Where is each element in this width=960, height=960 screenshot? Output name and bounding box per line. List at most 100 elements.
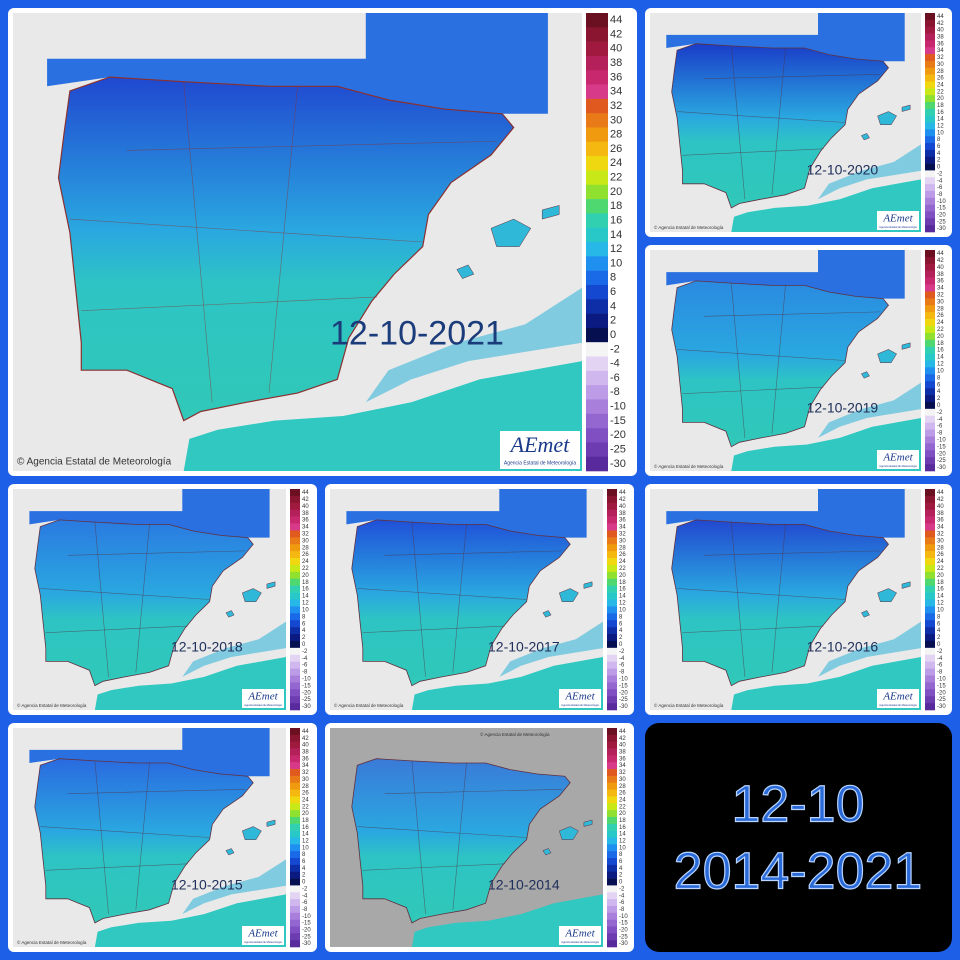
legend-label: 34	[619, 525, 626, 531]
mediterranean-band	[499, 621, 603, 677]
legend-swatch	[925, 67, 935, 75]
logo: AEmet	[882, 213, 913, 225]
legend-swatch	[925, 95, 935, 103]
legend-swatch	[925, 26, 935, 34]
island	[542, 610, 552, 618]
legend-label: 14	[302, 594, 309, 600]
legend-swatch	[607, 606, 617, 614]
legend-label: 30	[937, 538, 944, 544]
legend-swatch	[925, 585, 935, 593]
island	[456, 264, 475, 279]
legend-swatch	[290, 592, 300, 600]
legend-swatch	[925, 443, 935, 451]
legend-label: -20	[302, 927, 311, 933]
legend-swatch	[290, 830, 300, 838]
legend-label: 12	[937, 601, 944, 607]
logo: AEmet	[247, 928, 278, 940]
legend-swatch	[925, 640, 935, 649]
legend-label: -20	[302, 690, 311, 696]
legend-swatch	[925, 388, 935, 396]
bay-of-biscay	[29, 728, 270, 777]
legend-swatch	[586, 98, 608, 114]
legend-label: 30	[302, 777, 309, 783]
legend-label: -30	[937, 226, 946, 232]
legend-label: -20	[610, 429, 626, 441]
legend-swatch	[586, 299, 608, 314]
legend-swatch	[607, 871, 617, 879]
legend-label: 32	[610, 100, 622, 112]
legend-label: 28	[937, 306, 944, 312]
legend-swatch	[925, 353, 935, 361]
island	[558, 588, 579, 602]
legend-swatch	[925, 108, 935, 116]
province-line	[682, 148, 824, 156]
legend-swatch	[290, 912, 300, 920]
legend-label: 40	[302, 504, 309, 510]
legend-swatch	[925, 634, 935, 642]
legend-swatch	[607, 689, 617, 697]
province-line	[362, 863, 505, 871]
legend-label: 38	[937, 511, 944, 517]
legend-swatch	[925, 564, 935, 573]
island	[877, 349, 897, 363]
logo-box	[877, 211, 919, 230]
logo-subtitle: Agencia Estatal de Meteorología	[879, 703, 917, 707]
legend-label: -30	[302, 704, 311, 710]
legend-label: 22	[619, 566, 626, 572]
legend-label: 18	[302, 580, 309, 586]
legend-label: 28	[302, 545, 309, 551]
legend-swatch	[290, 703, 300, 711]
legend-label: 26	[619, 552, 626, 558]
legend-swatch	[925, 703, 935, 711]
mediterranean-band	[182, 621, 286, 677]
logo: AEmet	[247, 691, 278, 703]
legend-label: 42	[619, 736, 626, 742]
legend-label: 4	[619, 628, 623, 634]
legend-swatch	[290, 864, 300, 873]
legend-label: 16	[610, 214, 622, 226]
map-panel: 4442403836343230282624222018161412108642…	[645, 8, 952, 237]
legend-swatch	[925, 88, 935, 96]
legend-label: 40	[937, 28, 944, 34]
legend-label: -8	[302, 670, 308, 676]
legend-label: 40	[619, 504, 626, 510]
legend-swatch	[925, 325, 935, 334]
legend-label: 4	[937, 151, 941, 157]
legend-label: -25	[619, 934, 628, 940]
credit: © Agencia Estatal de Meteorología	[17, 939, 87, 945]
legend-label: 42	[937, 21, 944, 27]
legend-label: -6	[610, 372, 620, 384]
legend-label: 36	[619, 756, 626, 762]
legend-swatch	[607, 509, 617, 517]
legend-label: -30	[619, 704, 628, 710]
legend-label: 8	[937, 137, 941, 143]
legend-swatch	[290, 634, 300, 642]
legend-label: 18	[610, 200, 622, 212]
map-panel: 4442403836343230282624222018161412108642…	[8, 484, 317, 715]
legend-swatch	[290, 675, 300, 683]
legend-swatch	[925, 197, 935, 205]
date-label: 12-10-2014	[488, 876, 560, 892]
legend-swatch	[290, 661, 300, 669]
province-line	[357, 826, 527, 838]
legend-swatch	[925, 682, 935, 690]
legend-label: 0	[937, 642, 941, 648]
logo-subtitle: Agencia Estatal de Meteorología	[561, 703, 599, 707]
island	[241, 588, 262, 602]
legend-swatch	[290, 816, 300, 825]
legend-swatch	[586, 55, 608, 71]
legend-swatch	[290, 762, 300, 770]
legend-label: 14	[302, 832, 309, 838]
legend-swatch	[586, 227, 608, 243]
legend-label: 20	[302, 573, 309, 579]
legend-label: 38	[619, 750, 626, 756]
legend-label: 0	[619, 880, 623, 886]
credit: © Agencia Estatal de Meteorología	[480, 731, 550, 737]
legend-swatch	[290, 578, 300, 586]
legend-label: 18	[619, 818, 626, 824]
legend-label: -8	[937, 670, 943, 676]
mediterranean-band	[182, 859, 286, 915]
legend-label: 6	[302, 621, 306, 627]
legend-swatch	[586, 270, 608, 286]
